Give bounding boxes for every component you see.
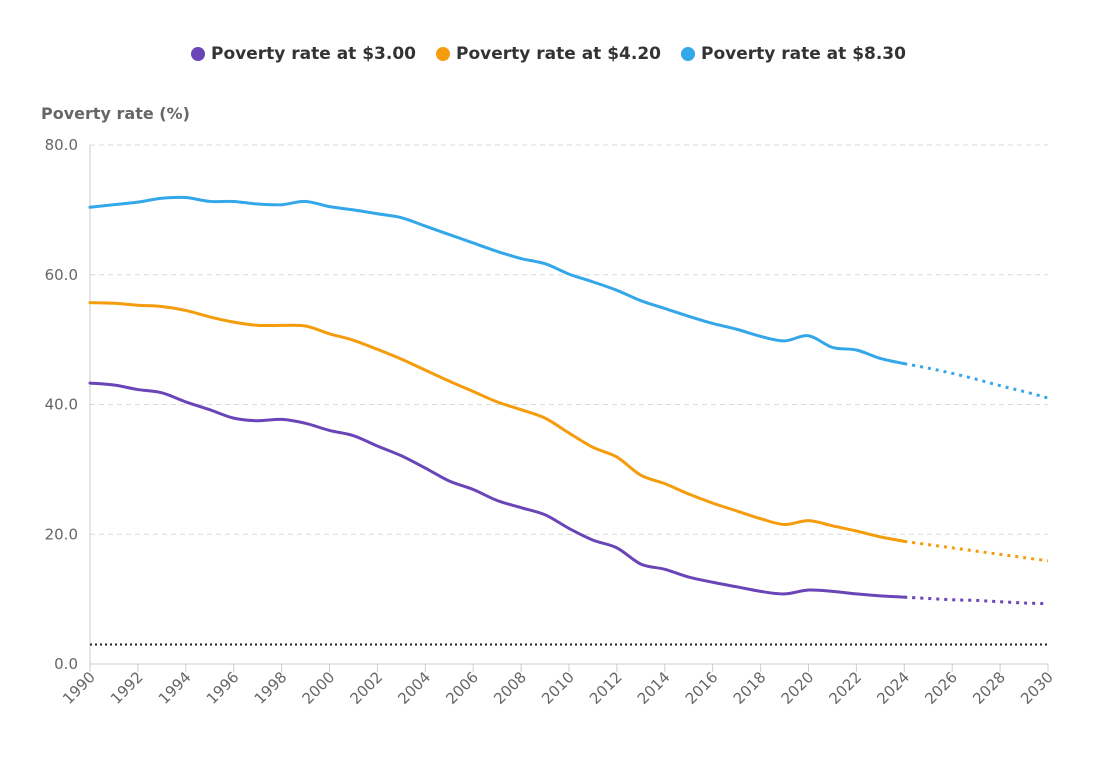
x-tick-label: 2006 [442,668,482,708]
series-line-2[interactable] [88,195,906,366]
grid-lines [90,144,1048,535]
y-tick-labels: 0.0 20.0 40.0 60.0 80.0 [45,136,78,673]
x-tick-label: 1996 [203,668,243,708]
x-tick-label: 1998 [251,668,291,708]
x-tick-label: 2002 [346,668,386,708]
x-tick-label: 2004 [394,668,434,708]
series-projection-line-2 [904,362,1049,400]
series-line-0[interactable] [88,381,906,599]
legend-dot-4-20 [436,47,450,61]
x-tick-label: 2012 [586,668,626,708]
x-tick-label: 2000 [299,668,339,708]
x-tick-label: 2028 [969,668,1009,708]
series-lines [88,195,1049,606]
x-tick-label: 2016 [682,668,722,708]
x-tick-label: 2026 [921,668,961,708]
x-tick-label: 2008 [490,668,530,708]
x-tick-labels: 1990 1992 1994 1996 1998 2000 2002 2004 2006 2008… [59,668,1057,708]
legend-dot-3-00 [191,47,206,61]
y-tick-label: 80.0 [45,136,78,154]
y-tick-label: 0.0 [54,655,78,673]
x-tick-label: 1994 [155,668,195,708]
legend-item-8-30[interactable]: Poverty rate at $8.30 [680,44,906,64]
legend-item-4-20[interactable]: Poverty rate at $4.20 [436,44,661,64]
x-tick-label: 2018 [730,668,770,708]
series-projection-line-1 [904,539,1049,563]
y-tick-label: 20.0 [45,525,78,543]
series-line-1[interactable] [88,301,906,543]
series-projection-line-0 [904,595,1049,606]
x-tick-label: 2010 [538,668,578,708]
legend-item-3-00[interactable]: Poverty rate at $3.00 [191,44,416,64]
x-tick-label: 2014 [634,668,674,708]
x-tick-label: 1992 [107,668,147,708]
y-tick-label: 60.0 [45,266,78,284]
x-tick-label: 2022 [825,668,865,708]
y-axis-title: Poverty rate (%) [41,104,190,123]
x-tick-label: 2030 [1017,668,1057,708]
x-tick-label: 1990 [59,668,99,708]
legend-dot-8-30 [680,47,695,61]
axes [89,145,1049,672]
y-tick-label: 40.0 [45,396,78,414]
legend-label-3-00: Poverty rate at $3.00 [211,44,416,64]
legend-label-8-30: Poverty rate at $8.30 [700,44,906,64]
chart-legend: Poverty rate at $3.00 Poverty rate at $4… [0,44,1097,64]
x-tick-label: 2020 [778,668,818,708]
legend-label-4-20: Poverty rate at $4.20 [456,44,661,64]
x-tick-label: 2024 [873,668,913,708]
